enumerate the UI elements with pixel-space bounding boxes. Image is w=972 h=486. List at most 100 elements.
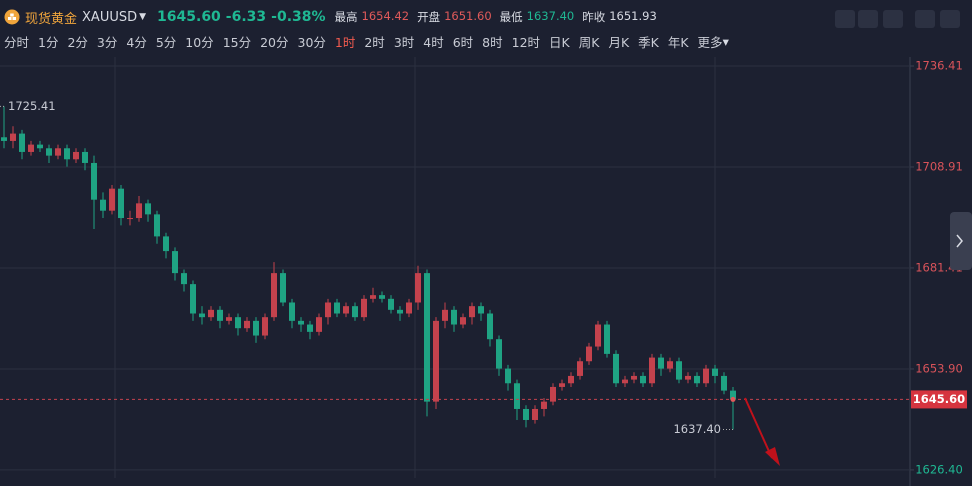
- instrument-name: 现货黄金: [25, 11, 78, 27]
- last-price-label: 1645.60: [913, 392, 965, 406]
- interval-tab[interactable]: 4分: [126, 34, 147, 50]
- interval-tab[interactable]: 更多: [697, 34, 723, 50]
- candle-body: [388, 298, 394, 310]
- candle-body: [541, 401, 547, 409]
- tool-button[interactable]: [883, 10, 903, 28]
- interval-tab[interactable]: 1分: [38, 34, 59, 50]
- stats: 最高 1654.42 开盘 1651.60 最低 1637.40 昨收 1651.93: [335, 9, 661, 25]
- candle-body: [631, 375, 637, 380]
- candle-body: [145, 203, 151, 215]
- candle-body: [451, 309, 457, 325]
- interval-tab[interactable]: 20分: [260, 34, 289, 50]
- candle-body: [127, 218, 133, 220]
- interval-tab[interactable]: 2时: [364, 34, 385, 50]
- candle-body: [28, 144, 34, 152]
- interval-tab[interactable]: 12时: [511, 34, 541, 50]
- stat-value: 1651.60: [444, 9, 492, 23]
- candle-body: [1, 137, 7, 141]
- interval-tab[interactable]: 周K: [578, 34, 600, 50]
- candle-body: [199, 313, 205, 318]
- high-marker-label: 1725.41: [8, 99, 56, 113]
- candle-body: [703, 368, 709, 384]
- interval-tab[interactable]: 15分: [222, 34, 252, 50]
- candle-body: [73, 151, 79, 160]
- candle-body: [10, 133, 16, 141]
- interval-tab[interactable]: 4时: [423, 34, 444, 50]
- tool-button[interactable]: [940, 10, 960, 28]
- gold-icon: [4, 9, 20, 25]
- candle-body: [190, 284, 196, 314]
- stat-label: 昨收: [582, 10, 606, 24]
- candle-body: [289, 302, 295, 321]
- arrow-head: [765, 447, 780, 466]
- candle-body: [253, 320, 259, 336]
- candle-body: [550, 386, 556, 402]
- candle-body: [19, 133, 25, 152]
- y-tick-label: 1681.41: [915, 260, 963, 274]
- candle-body: [316, 317, 322, 332]
- stat-label: 最低: [499, 10, 523, 24]
- candle-body: [325, 302, 331, 318]
- candle-body: [613, 353, 619, 384]
- candle-body: [226, 317, 232, 321]
- quote-row: 现货黄金 XAUUSD ▼ 1645.60 -6.33 -0.38% 最高 1654…: [4, 6, 661, 28]
- interval-tab[interactable]: 8时: [482, 34, 503, 50]
- candle-body: [496, 339, 502, 369]
- candle-body: [163, 236, 169, 252]
- candle-body: [136, 203, 142, 219]
- last-price-dot: [730, 396, 736, 402]
- interval-tab[interactable]: 日K: [549, 34, 570, 50]
- candle-body: [118, 188, 124, 219]
- candle-body: [676, 361, 682, 380]
- side-toggle[interactable]: [950, 212, 972, 270]
- dropdown-caret[interactable]: ▼: [139, 12, 147, 22]
- y-tick-label: 1626.40: [915, 462, 963, 476]
- candle-body: [424, 273, 430, 402]
- candle-body: [181, 273, 187, 285]
- interval-tab[interactable]: 10分: [185, 34, 214, 50]
- interval-tab[interactable]: 1时: [334, 34, 356, 50]
- candle-body: [172, 251, 178, 274]
- candle-body: [370, 295, 376, 299]
- tool-button[interactable]: [858, 10, 878, 28]
- last-price-box: [911, 390, 967, 409]
- candle-body: [712, 368, 718, 376]
- stat-label: 最高: [334, 10, 358, 24]
- interval-tab[interactable]: 30分: [297, 34, 326, 50]
- interval-tab[interactable]: 年K: [667, 34, 689, 50]
- stat-value: 1654.42: [361, 9, 410, 23]
- tool-button[interactable]: [835, 10, 855, 28]
- candle-body: [514, 383, 520, 409]
- y-tick-label: 1653.90: [915, 361, 963, 375]
- dropdown-caret[interactable]: ▾: [722, 33, 729, 49]
- interval-tab[interactable]: 5分: [155, 34, 177, 50]
- stat-label: 开盘: [417, 10, 441, 24]
- candle-body: [379, 295, 385, 299]
- interval-tab[interactable]: 3时: [393, 34, 415, 50]
- candle-body: [217, 309, 223, 321]
- symbol[interactable]: XAUUSD: [82, 9, 138, 25]
- candle-body: [154, 214, 160, 237]
- interval-tab[interactable]: 3分: [96, 34, 118, 50]
- candle-body: [658, 357, 664, 369]
- candle-body: [622, 379, 628, 384]
- interval-tab[interactable]: 6时: [452, 34, 474, 50]
- tool-button[interactable]: [915, 10, 935, 28]
- candle-body: [460, 317, 466, 325]
- candle-body: [55, 148, 61, 156]
- candle-body: [262, 317, 268, 336]
- low-marker-label: 1637.40: [673, 422, 721, 436]
- candle-body: [37, 144, 43, 149]
- interval-tab[interactable]: 2分: [67, 34, 88, 50]
- stat-value: 1651.93: [609, 9, 657, 23]
- candle-body: [586, 346, 592, 362]
- interval-tab[interactable]: 月K: [608, 34, 630, 50]
- interval-tab[interactable]: 分时: [4, 34, 30, 50]
- candle-body: [361, 298, 367, 318]
- candle-body: [595, 324, 601, 347]
- candle-body: [406, 302, 412, 314]
- candle-body: [433, 320, 439, 402]
- candle-body: [397, 309, 403, 314]
- y-tick-label: 1708.91: [915, 159, 963, 173]
- interval-tab[interactable]: 季K: [638, 34, 659, 50]
